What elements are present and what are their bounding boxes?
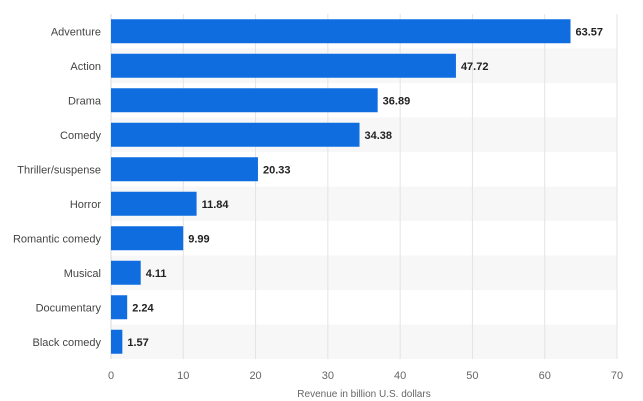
- value-label: 11.84: [202, 199, 230, 211]
- value-label: 20.33: [263, 164, 291, 176]
- value-label: 1.57: [127, 337, 148, 349]
- x-tick-label: 60: [539, 370, 551, 382]
- bar: [111, 226, 184, 251]
- value-labels: 63.57 47.72 36.89 34.38 20.33 11.84 9.99 4.11 2.…: [127, 26, 603, 349]
- row-bands: [111, 48, 617, 359]
- value-label: 36.89: [383, 95, 411, 107]
- category-label: Horror: [70, 199, 102, 211]
- x-tick-label: 20: [249, 370, 261, 382]
- value-label: 4.11: [146, 268, 167, 280]
- category-label: Musical: [64, 268, 101, 280]
- category-label: Drama: [68, 95, 102, 107]
- bars: [111, 19, 571, 354]
- category-label: Comedy: [60, 130, 101, 142]
- bar: [111, 157, 258, 182]
- x-tick-label: 50: [466, 370, 478, 382]
- bar: [111, 295, 128, 320]
- bar: [111, 260, 141, 285]
- x-axis-title: Revenue in billion U.S. dollars: [297, 389, 430, 400]
- value-label: 34.38: [365, 130, 393, 142]
- x-tick-label: 30: [322, 370, 334, 382]
- bar: [111, 329, 123, 354]
- bar: [111, 122, 360, 147]
- bar: [111, 191, 197, 216]
- x-tick-label: 70: [611, 370, 623, 382]
- x-tick-label: 0: [108, 370, 114, 382]
- category-label: Black comedy: [33, 337, 102, 349]
- bar: [111, 88, 378, 113]
- category-label: Action: [70, 61, 101, 73]
- value-label: 47.72: [461, 61, 489, 73]
- category-label: Thriller/suspense: [17, 164, 101, 176]
- x-tick-label: 40: [394, 370, 406, 382]
- x-tick-labels: 0 10 20 30 40 50 60 70: [108, 370, 623, 382]
- value-label: 9.99: [188, 233, 209, 245]
- bar: [111, 53, 456, 78]
- row-band: [111, 255, 617, 290]
- value-label: 2.24: [132, 302, 154, 314]
- x-tick-label: 10: [177, 370, 189, 382]
- category-label: Adventure: [51, 26, 101, 38]
- category-label: Documentary: [36, 302, 102, 314]
- bar: [111, 19, 571, 44]
- category-labels: Adventure Action Drama Comedy Thriller/suspe…: [13, 26, 102, 349]
- row-band: [111, 324, 617, 359]
- category-label: Romantic comedy: [13, 233, 102, 245]
- value-label: 63.57: [576, 26, 604, 38]
